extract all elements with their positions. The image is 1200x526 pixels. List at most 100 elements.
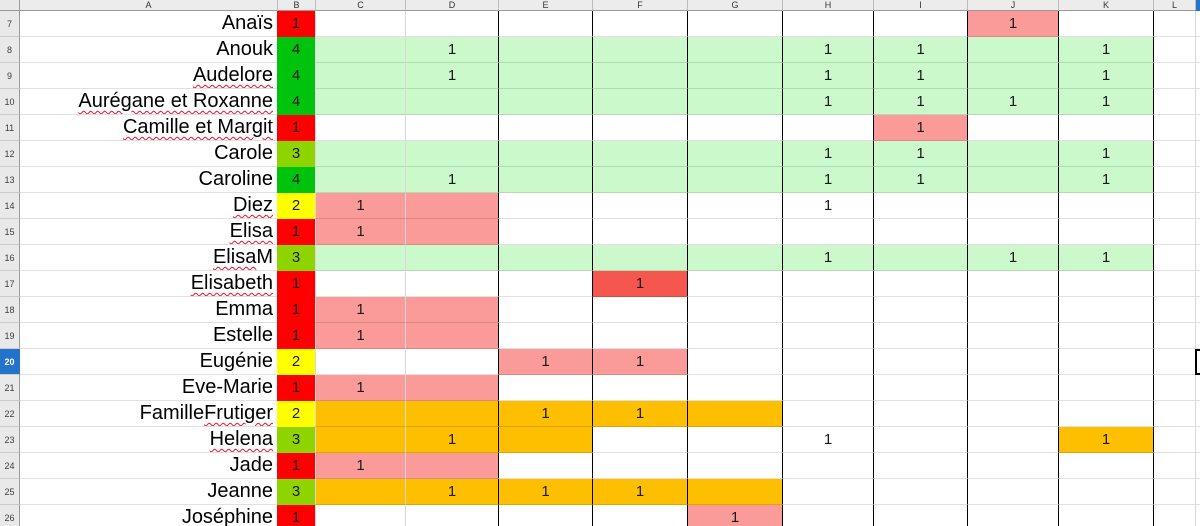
- cell-I17[interactable]: [873, 271, 967, 297]
- cell-M14[interactable]: [1195, 193, 1200, 219]
- cell-A9[interactable]: Audelore: [20, 63, 277, 89]
- cell-A16[interactable]: Elisa M: [20, 245, 277, 271]
- cell-L21[interactable]: [1153, 375, 1195, 401]
- cell-M11[interactable]: [1195, 115, 1200, 141]
- cell-K24[interactable]: [1058, 453, 1153, 479]
- column-header-D[interactable]: D: [405, 0, 498, 11]
- cell-K15[interactable]: [1058, 219, 1153, 245]
- cell-E8[interactable]: [498, 37, 592, 63]
- cell-J21[interactable]: [967, 375, 1058, 401]
- cell-J10[interactable]: 1: [967, 89, 1058, 115]
- cell-A25[interactable]: Jeanne: [20, 479, 277, 505]
- cell-D12[interactable]: [405, 141, 498, 167]
- column-header-J[interactable]: J: [967, 0, 1058, 11]
- cell-I26[interactable]: [873, 505, 967, 526]
- cell-K23[interactable]: 1: [1058, 427, 1153, 453]
- cell-I22[interactable]: [873, 401, 967, 427]
- cell-M8[interactable]: [1195, 37, 1200, 63]
- cell-I25[interactable]: [873, 479, 967, 505]
- cell-D17[interactable]: [405, 271, 498, 297]
- row-header-15[interactable]: 15: [0, 219, 20, 245]
- cell-K12[interactable]: 1: [1058, 141, 1153, 167]
- cell-H13[interactable]: 1: [782, 167, 873, 193]
- column-header-C[interactable]: C: [315, 0, 405, 11]
- column-header-E[interactable]: E: [498, 0, 592, 11]
- cell-M17[interactable]: [1195, 271, 1200, 297]
- cell-B15[interactable]: 1: [277, 219, 315, 245]
- cell-D16[interactable]: [405, 245, 498, 271]
- cell-M19[interactable]: [1195, 323, 1200, 349]
- cell-D9[interactable]: 1: [405, 63, 498, 89]
- cell-K19[interactable]: [1058, 323, 1153, 349]
- cell-L17[interactable]: [1153, 271, 1195, 297]
- cell-J11[interactable]: [967, 115, 1058, 141]
- row-header-8[interactable]: 8: [0, 37, 20, 63]
- cell-A26[interactable]: Joséphine: [20, 505, 277, 526]
- cell-J13[interactable]: [967, 167, 1058, 193]
- cell-A23[interactable]: Helena: [20, 427, 277, 453]
- cell-G25[interactable]: [687, 479, 782, 505]
- cell-F17[interactable]: 1: [592, 271, 687, 297]
- cell-E16[interactable]: [498, 245, 592, 271]
- cell-D15[interactable]: [405, 219, 498, 245]
- row-header-25[interactable]: 25: [0, 479, 20, 505]
- cell-H7[interactable]: [782, 11, 873, 37]
- cell-G23[interactable]: [687, 427, 782, 453]
- cell-M26[interactable]: [1195, 505, 1200, 526]
- cell-L20[interactable]: [1153, 349, 1195, 375]
- cell-L7[interactable]: [1153, 11, 1195, 37]
- cell-K20[interactable]: [1058, 349, 1153, 375]
- cell-L11[interactable]: [1153, 115, 1195, 141]
- cell-I20[interactable]: [873, 349, 967, 375]
- cell-C17[interactable]: [315, 271, 405, 297]
- selected-cell-stub[interactable]: [1195, 349, 1200, 375]
- cell-M10[interactable]: [1195, 89, 1200, 115]
- cell-G20[interactable]: [687, 349, 782, 375]
- cell-B12[interactable]: 3: [277, 141, 315, 167]
- cell-I23[interactable]: [873, 427, 967, 453]
- cell-G8[interactable]: [687, 37, 782, 63]
- cell-C16[interactable]: [315, 245, 405, 271]
- column-header-G[interactable]: G: [687, 0, 782, 11]
- cell-C11[interactable]: [315, 115, 405, 141]
- cell-H21[interactable]: [782, 375, 873, 401]
- column-header-H[interactable]: H: [782, 0, 873, 11]
- cell-F19[interactable]: [592, 323, 687, 349]
- cell-D20[interactable]: [405, 349, 498, 375]
- cell-F24[interactable]: [592, 453, 687, 479]
- cell-F10[interactable]: [592, 89, 687, 115]
- cell-K25[interactable]: [1058, 479, 1153, 505]
- cell-I9[interactable]: 1: [873, 63, 967, 89]
- cell-E24[interactable]: [498, 453, 592, 479]
- row-header-24[interactable]: 24: [0, 453, 20, 479]
- cell-K16[interactable]: 1: [1058, 245, 1153, 271]
- cell-C13[interactable]: [315, 167, 405, 193]
- cell-E18[interactable]: [498, 297, 592, 323]
- cell-M23[interactable]: [1195, 427, 1200, 453]
- cell-G9[interactable]: [687, 63, 782, 89]
- cell-A24[interactable]: Jade: [20, 453, 277, 479]
- cell-C19[interactable]: 1: [315, 323, 405, 349]
- cell-F20[interactable]: 1: [592, 349, 687, 375]
- cell-F7[interactable]: [592, 11, 687, 37]
- cell-I16[interactable]: [873, 245, 967, 271]
- cell-C14[interactable]: 1: [315, 193, 405, 219]
- cell-B22[interactable]: 2: [277, 401, 315, 427]
- cell-C21[interactable]: 1: [315, 375, 405, 401]
- cell-H11[interactable]: [782, 115, 873, 141]
- cell-J8[interactable]: [967, 37, 1058, 63]
- cell-B9[interactable]: 4: [277, 63, 315, 89]
- cell-J22[interactable]: [967, 401, 1058, 427]
- cell-E17[interactable]: [498, 271, 592, 297]
- cell-C15[interactable]: 1: [315, 219, 405, 245]
- cell-A17[interactable]: Elisabeth: [20, 271, 277, 297]
- cell-I7[interactable]: [873, 11, 967, 37]
- cell-J25[interactable]: [967, 479, 1058, 505]
- cell-B19[interactable]: 1: [277, 323, 315, 349]
- cell-L14[interactable]: [1153, 193, 1195, 219]
- cell-E20[interactable]: 1: [498, 349, 592, 375]
- cell-C10[interactable]: [315, 89, 405, 115]
- cell-F16[interactable]: [592, 245, 687, 271]
- row-header-21[interactable]: 21: [0, 375, 20, 401]
- cell-L16[interactable]: [1153, 245, 1195, 271]
